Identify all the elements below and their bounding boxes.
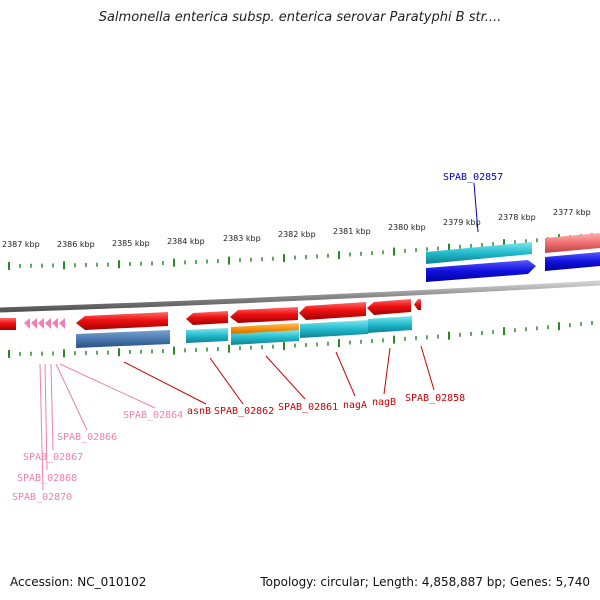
genome-backbone: [0, 280, 600, 313]
trna-arrow[interactable]: [31, 318, 37, 329]
feature-spab-02862[interactable]: [186, 311, 228, 325]
feature-rrna[interactable]: [231, 330, 299, 345]
trna-cluster[interactable]: [24, 318, 65, 329]
feature-rrna[interactable]: [368, 316, 412, 333]
reverse-strand-features: [0, 299, 421, 348]
scale-labels: 2387 kbp 2386 kbp 2385 kbp 2384 kbp 2383…: [2, 208, 591, 249]
callout-lines: [39, 182, 479, 491]
feature-forward-cds[interactable]: [426, 260, 536, 282]
gene-label-spab-02868[interactable]: SPAB_02868: [17, 473, 77, 484]
topology-text: Topology: circular; Length: 4,858,887 bp…: [260, 575, 590, 589]
scale-label: 2382 kbp: [278, 230, 316, 239]
gene-labels: SPAB_02857 asnB SPAB_02862 SPAB_02861 na…: [12, 172, 503, 503]
gene-label-spab-02870[interactable]: SPAB_02870: [12, 492, 72, 503]
gene-label-spab-02857[interactable]: SPAB_02857: [443, 172, 503, 183]
trna-arrow[interactable]: [45, 318, 51, 329]
gene-label-spab-02861[interactable]: SPAB_02861: [278, 402, 338, 413]
gene-label-spab-02858[interactable]: SPAB_02858: [405, 393, 465, 404]
feature-spab-02858[interactable]: [414, 299, 421, 310]
scale-label: 2383 kbp: [223, 234, 261, 243]
gene-label-spab-02867[interactable]: SPAB_02867: [23, 452, 83, 463]
feature-misc[interactable]: [76, 330, 170, 348]
gene-label-spab-02862[interactable]: SPAB_02862: [214, 406, 274, 417]
scale-label: 2380 kbp: [388, 223, 426, 232]
map-title: Salmonella enterica subsp. enterica sero…: [98, 10, 502, 25]
scale-label: 2387 kbp: [2, 240, 40, 249]
trna-arrow[interactable]: [52, 318, 58, 329]
feature-asnb[interactable]: [76, 312, 168, 330]
feature-rrna[interactable]: [186, 328, 228, 343]
scale-label: 2379 kbp: [443, 218, 481, 227]
feature-forward-cds[interactable]: [545, 233, 600, 253]
feature-reverse-cds[interactable]: [0, 318, 16, 330]
gene-label-nagb[interactable]: nagB: [372, 397, 396, 408]
scale-label: 2377 kbp: [553, 208, 591, 217]
scale-label: 2385 kbp: [112, 239, 150, 248]
forward-strand-features: [426, 233, 600, 282]
gene-label-asnb[interactable]: asnB: [187, 406, 211, 417]
gene-label-spab-02864[interactable]: SPAB_02864: [123, 410, 183, 421]
feature-forward-cds[interactable]: [545, 252, 600, 271]
scale-label: 2378 kbp: [498, 213, 536, 222]
trna-arrow[interactable]: [38, 318, 44, 329]
trna-arrow[interactable]: [59, 318, 65, 329]
feature-rrna[interactable]: [300, 320, 368, 338]
scale-label: 2386 kbp: [57, 240, 95, 249]
trna-arrow[interactable]: [24, 318, 30, 329]
feature-spab-02861[interactable]: [230, 307, 298, 323]
gene-label-naga[interactable]: nagA: [343, 400, 367, 411]
scale-ticks-top: [8, 233, 593, 270]
scale-label: 2384 kbp: [167, 237, 205, 246]
feature-naga[interactable]: [299, 302, 366, 320]
feature-spab-02857[interactable]: [426, 242, 532, 264]
scale-ticks-bottom: [8, 321, 593, 358]
gene-label-spab-02866[interactable]: SPAB_02866: [57, 432, 117, 443]
accession-text: Accession: NC_010102: [10, 575, 147, 589]
feature-nagb[interactable]: [367, 299, 411, 315]
scale-label: 2381 kbp: [333, 227, 371, 236]
